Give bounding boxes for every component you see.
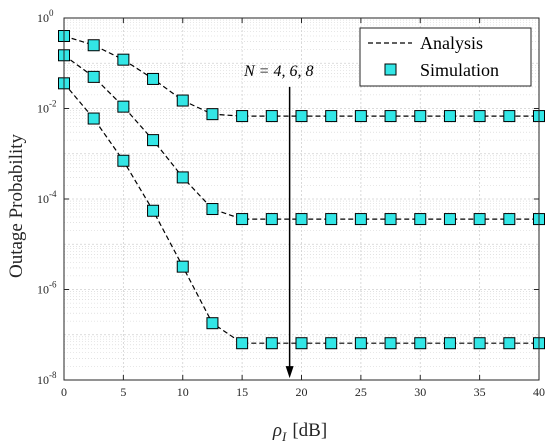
- simulation-marker-N6: [147, 134, 160, 147]
- y-tick-label: 100: [37, 8, 54, 25]
- x-tick-label: 20: [296, 385, 308, 399]
- simulation-marker-N6: [414, 213, 427, 226]
- simulation-marker-N6: [473, 213, 486, 226]
- simulation-marker-N4: [443, 110, 456, 123]
- simulation-marker-N4: [117, 53, 130, 66]
- y-axis-label: Outage Probability: [6, 133, 27, 278]
- annotation-text: N = 4, 6, 8: [243, 63, 313, 80]
- simulation-marker-N8: [117, 154, 130, 167]
- simulation-marker-N6: [295, 213, 308, 226]
- legend-simulation-swatch: [384, 63, 397, 76]
- simulation-marker-N4: [147, 72, 160, 85]
- x-axis-label: ρI [dB]: [272, 420, 327, 443]
- x-tick-label: 40: [533, 385, 545, 399]
- simulation-marker-N6: [265, 213, 278, 226]
- x-tick-label: 15: [236, 385, 248, 399]
- simulation-marker-N8: [473, 337, 486, 350]
- simulation-marker-N6: [117, 100, 130, 113]
- simulation-marker-N8: [87, 112, 100, 125]
- simulation-marker-N6: [384, 213, 397, 226]
- x-tick-label: 25: [355, 385, 367, 399]
- simulation-marker-N8: [176, 260, 189, 273]
- legend: Analysis Simulation: [359, 27, 532, 87]
- y-tick-label: 10-6: [37, 280, 57, 297]
- simulation-marker-N8: [265, 337, 278, 350]
- simulation-marker-N4: [265, 110, 278, 123]
- simulation-marker-N8: [414, 337, 427, 350]
- simulation-marker-N6: [443, 213, 456, 226]
- y-tick-label: 10-8: [37, 370, 57, 387]
- x-tick-label: 0: [61, 385, 67, 399]
- simulation-marker-N6: [354, 213, 367, 226]
- simulation-marker-N8: [354, 337, 367, 350]
- simulation-marker-N4: [503, 110, 516, 123]
- simulation-marker-N8: [384, 337, 397, 350]
- simulation-marker-N4: [295, 110, 308, 123]
- simulation-marker-N4: [176, 94, 189, 107]
- legend-simulation-label: Simulation: [420, 60, 499, 80]
- simulation-marker-N4: [236, 110, 249, 123]
- simulation-marker-N8: [503, 337, 516, 350]
- simulation-marker-N6: [176, 171, 189, 184]
- simulation-marker-N6: [325, 213, 338, 226]
- simulation-marker-N4: [473, 110, 486, 123]
- legend-box: [359, 27, 532, 87]
- simulation-marker-N8: [325, 337, 338, 350]
- simulation-marker-N4: [325, 110, 338, 123]
- x-tick-label: 35: [474, 385, 486, 399]
- y-tick-label: 10-2: [37, 99, 57, 116]
- simulation-marker-N4: [384, 110, 397, 123]
- simulation-marker-N8: [236, 337, 249, 350]
- x-tick-label: 10: [177, 385, 189, 399]
- simulation-marker-N4: [87, 39, 100, 52]
- simulation-marker-N8: [443, 337, 456, 350]
- x-axis-label-unit: [dB]: [292, 420, 327, 441]
- axis-ticks: 0 5 10 15 20 25 30 35 40 100 10-2 10-4 10-6 10-8: [37, 8, 545, 399]
- simulation-marker-N4: [414, 110, 427, 123]
- legend-analysis-label: Analysis: [420, 33, 483, 53]
- simulation-marker-N8: [206, 317, 219, 330]
- simulation-marker-N6: [206, 203, 219, 216]
- x-axis-label-symbol: ρ: [272, 420, 282, 441]
- x-tick-label: 30: [414, 385, 426, 399]
- simulation-marker-N4: [206, 108, 219, 121]
- simulation-marker-N6: [236, 213, 249, 226]
- simulation-marker-N8: [147, 204, 160, 217]
- simulation-marker-N4: [354, 110, 367, 123]
- simulation-marker-N6: [87, 70, 100, 83]
- simulation-marker-N8: [295, 337, 308, 350]
- n-annotation: N = 4, 6, 8: [243, 63, 313, 379]
- annotation-arrowhead: [285, 366, 294, 379]
- x-tick-label: 5: [120, 385, 126, 399]
- y-tick-label: 10-4: [37, 189, 57, 206]
- simulation-marker-N6: [503, 213, 516, 226]
- x-axis-label-subscript: I: [281, 429, 287, 443]
